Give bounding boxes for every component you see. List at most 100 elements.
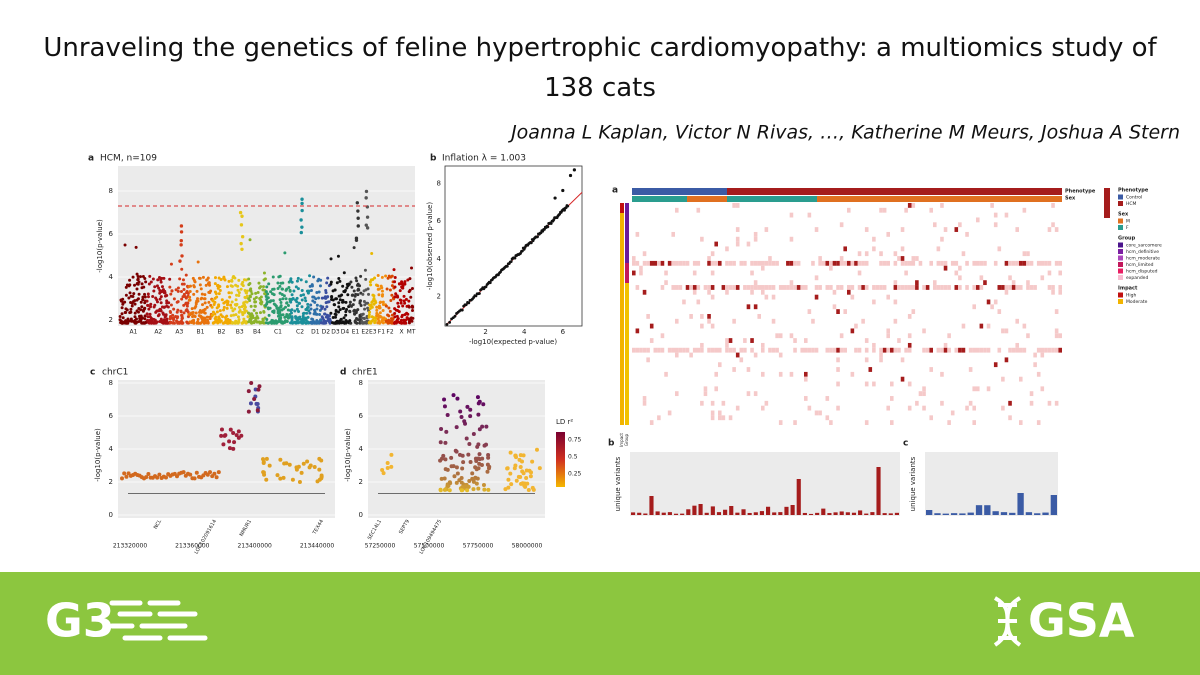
snp-dot [356,209,360,213]
snp-dot [132,292,136,296]
heat-cell [886,328,890,334]
heat-cell [879,352,883,358]
snp-dot [329,311,333,315]
ld-dot [438,440,443,445]
y-tick-label: 4 [109,273,114,281]
heat-cell [671,231,675,237]
snp-dot [377,287,381,291]
snp-dot [346,293,350,297]
heat-cell [646,357,650,363]
snp-dot [358,299,362,303]
legend-item: expanded [1126,275,1148,281]
snp-dot [241,280,245,284]
snp-dot [310,283,314,287]
panel-label: a [88,154,94,164]
heat-cell [1040,347,1045,353]
snp-dot [363,268,367,272]
variant-bar [1025,512,1033,515]
side-group [625,283,629,425]
snp-dot [167,301,171,305]
snp-dot [304,280,308,284]
snp-dot [188,295,192,299]
heat-cell [907,405,912,411]
title-box: Unraveling the genetics of feline hypert… [43,33,1156,103]
snp-dot [236,288,240,292]
snp-dot [272,287,276,291]
x-tick-label: D3 [331,329,340,336]
heat-cell [646,314,650,319]
heat-cell [1054,309,1059,314]
heat-cell [814,275,819,281]
snp-dot [399,318,403,322]
ld-dot [486,487,491,492]
side-impact [620,213,624,425]
heat-cell [983,280,987,286]
ld-dot [484,424,489,429]
plot-area [925,452,1058,516]
snp-dot [234,283,238,287]
snp-dot [240,247,244,251]
heat-cell [954,227,959,232]
heat-cell [732,260,736,266]
snp-dot [193,280,197,284]
qq-dot [549,222,553,225]
snp-dot [124,311,128,315]
heat-cell [793,260,797,266]
snp-dot [362,317,366,321]
ld-dot [503,487,508,492]
heat-cell [965,285,969,290]
heat-cell [1019,376,1023,382]
snp-dot [290,316,294,320]
heat-cell [893,347,898,353]
x-tick-label: B1 [196,329,204,336]
snp-dot [133,311,137,315]
ld-dot [249,381,254,386]
snp-dot [278,284,282,288]
snp-dot [239,223,244,227]
snp-dot [139,314,143,318]
ld-dot [262,472,267,477]
snp-dot [309,303,313,307]
ld-dot [389,452,394,457]
snp-dot [139,300,143,304]
heat-cell [879,251,883,257]
heat-cell [864,227,869,232]
x-tick-label: B4 [253,329,261,336]
heat-cell [864,381,869,387]
snp-dot [366,306,370,310]
heat-cell [825,415,830,421]
heat-cell [879,207,883,213]
heat-cell [1015,342,1019,348]
ld-dot [275,473,280,478]
heat-cell [653,347,658,353]
heat-cell [1036,420,1041,425]
heat-cell [900,227,905,232]
snp-dot [257,281,261,285]
heat-cell [857,251,862,257]
qq-dot [520,249,524,253]
snp-dot [178,277,182,281]
snp-dot [144,280,148,284]
heat-cell [1015,347,1019,353]
heat-cell [1008,400,1012,406]
ld-dot [246,409,251,414]
heat-cell [771,294,776,300]
snp-dot [290,318,294,322]
heat-cell [893,299,898,305]
heat-cell [746,241,751,247]
snp-dot [237,278,241,282]
heat-cell [778,420,783,425]
footer-band [0,572,1200,675]
snp-dot [234,298,238,302]
snp-dot [380,289,384,293]
snp-dot [326,317,330,321]
heat-cell [804,371,808,377]
heat-cell [1008,275,1012,281]
heat-cell [671,285,675,290]
snp-dot [148,305,152,309]
snp-dot [284,288,288,292]
variant-bar [1017,493,1024,515]
heat-cell [968,367,973,372]
snp-dot [370,300,374,304]
snp-dot [380,275,384,279]
